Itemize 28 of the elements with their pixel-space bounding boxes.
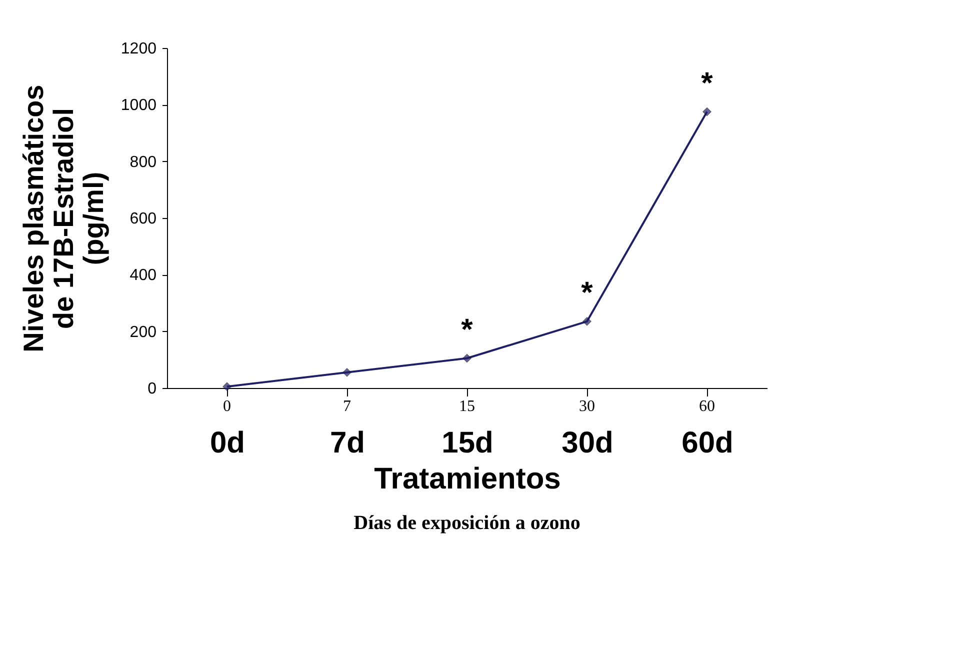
x-axis-title: Tratamientos bbox=[374, 462, 561, 496]
y-tick-label: 400 bbox=[130, 267, 157, 284]
text: 15 bbox=[459, 398, 475, 415]
point bbox=[702, 107, 712, 116]
point bbox=[342, 368, 352, 377]
annotation: * bbox=[461, 313, 474, 346]
x-tick-label: 60d bbox=[682, 426, 734, 460]
y-tick-label: 800 bbox=[130, 154, 157, 171]
text: 60 bbox=[699, 398, 715, 415]
x-tick-label: 15d bbox=[442, 426, 494, 460]
y-axis-title: Niveles plasmáticos de 17B-Estradiol (pg/ml) bbox=[18, 84, 109, 352]
y-tick-label: 1200 bbox=[120, 40, 157, 58]
y-tick-label: 1000 bbox=[120, 97, 157, 114]
y-tick-label: 200 bbox=[130, 324, 157, 341]
text: 7 bbox=[343, 398, 351, 415]
annotation: * bbox=[701, 66, 714, 100]
annotation: * bbox=[581, 276, 594, 310]
point bbox=[582, 316, 592, 326]
text: 0 bbox=[223, 398, 231, 415]
text: 30 bbox=[579, 398, 595, 415]
y-tick-label: 600 bbox=[130, 210, 157, 228]
x-tick-label: 0d bbox=[210, 426, 246, 460]
x-tick-label: 30d bbox=[562, 426, 614, 460]
point bbox=[462, 354, 472, 363]
x-tick-label: 7d bbox=[330, 426, 366, 460]
point bbox=[222, 382, 232, 392]
y-tick-label: 0 bbox=[148, 380, 157, 398]
text: Días de exposición a ozono bbox=[354, 512, 580, 534]
